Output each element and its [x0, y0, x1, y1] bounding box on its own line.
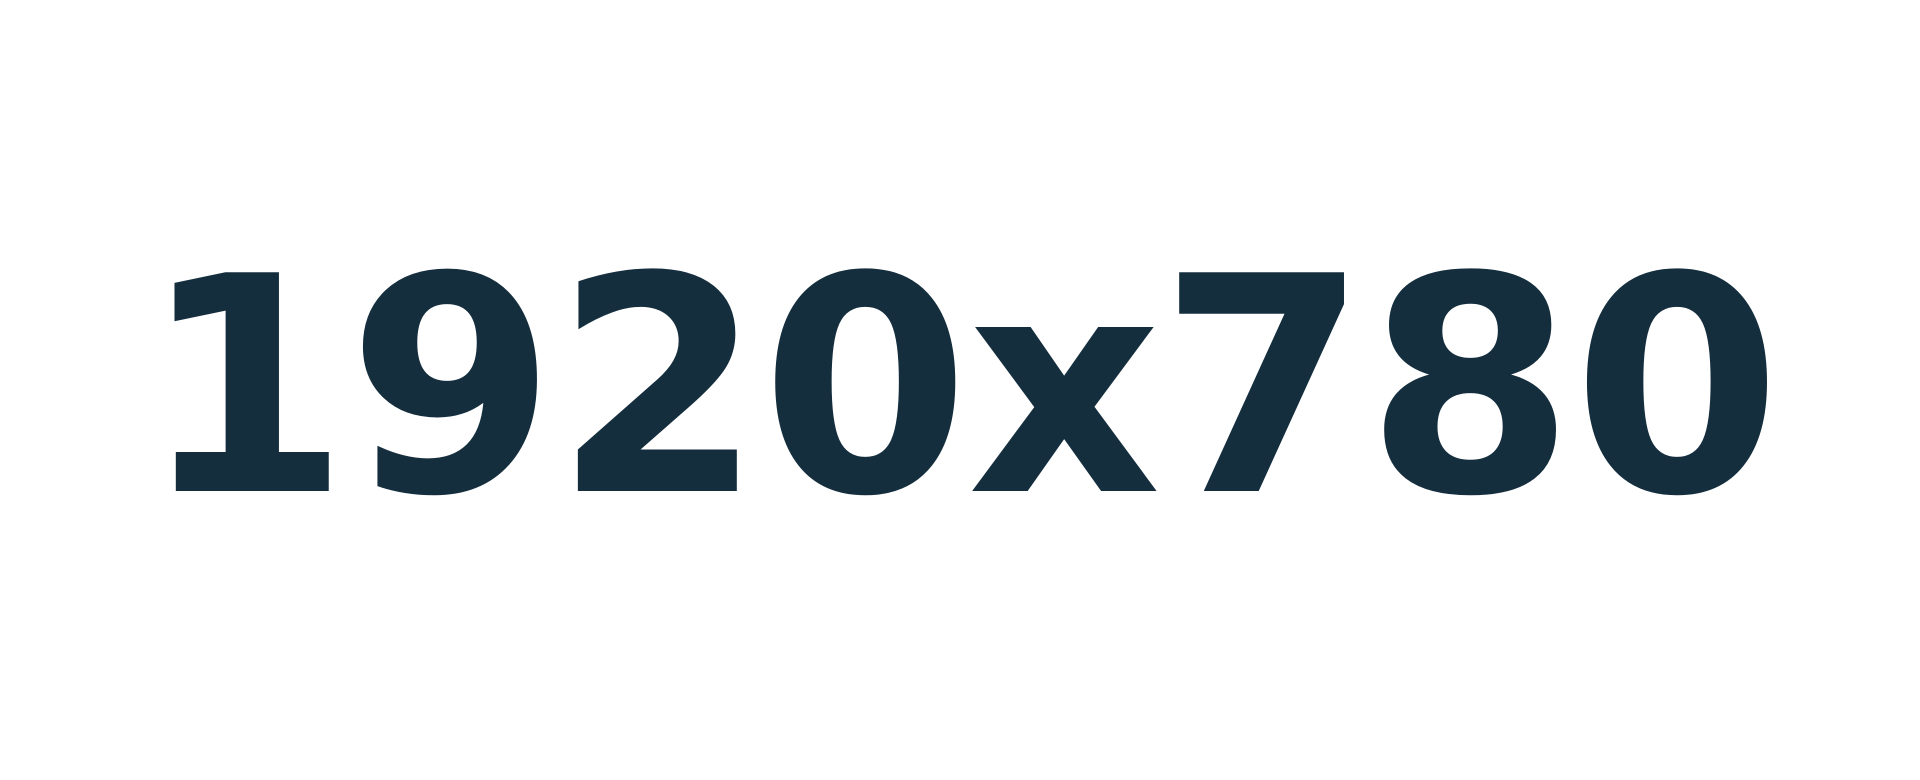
dimension-label: 1920x780: [140, 213, 1782, 562]
